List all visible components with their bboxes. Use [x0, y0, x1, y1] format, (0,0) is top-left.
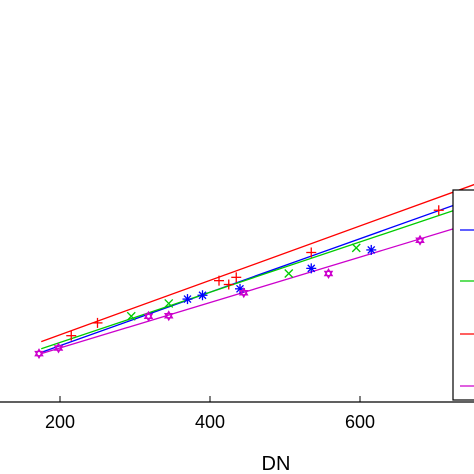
- fit-line-green: [41, 203, 474, 350]
- data-point-red-4: [231, 272, 242, 283]
- data-point-blue-0: [182, 294, 193, 305]
- data-point-magenta-3: [163, 310, 174, 322]
- data-point-blue-1: [197, 290, 208, 301]
- x-tick-label-400: 400: [195, 412, 225, 432]
- x-ticks: 200400600800: [45, 396, 375, 432]
- data-point-magenta-4: [238, 287, 249, 299]
- data-point-magenta-1: [53, 342, 64, 354]
- data-point-magenta-5: [323, 267, 334, 279]
- fit-line-red: [41, 183, 474, 343]
- data-point-red-2: [214, 275, 224, 286]
- fit-line-magenta: [41, 222, 473, 355]
- data-point-magenta-0: [34, 348, 44, 360]
- data-point-red-1: [92, 317, 103, 328]
- data-point-green-0: [126, 311, 136, 321]
- data-point-red-3: [223, 279, 234, 290]
- x-tick-label-600: 600: [345, 412, 375, 432]
- fit-lines: [41, 183, 474, 355]
- data-point-magenta-6: [415, 234, 425, 246]
- data-point-green-2: [284, 269, 294, 278]
- x-axis-title: DN: [262, 453, 291, 474]
- data-point-green-1: [164, 298, 174, 308]
- legend-box: [452, 189, 474, 401]
- data-point-red-6: [433, 205, 444, 216]
- legend-frame: [452, 189, 474, 401]
- data-point-magenta-2: [143, 310, 154, 322]
- data-point-blue-2: [235, 283, 245, 294]
- data-point-green-3: [351, 243, 361, 253]
- x-tick-label-200: 200: [45, 412, 75, 432]
- fit-line-blue: [41, 197, 474, 353]
- data-point-blue-3: [306, 263, 317, 274]
- data-point-blue-4: [366, 244, 377, 255]
- data-point-red-5: [306, 247, 317, 258]
- data-point-red-0: [66, 330, 77, 341]
